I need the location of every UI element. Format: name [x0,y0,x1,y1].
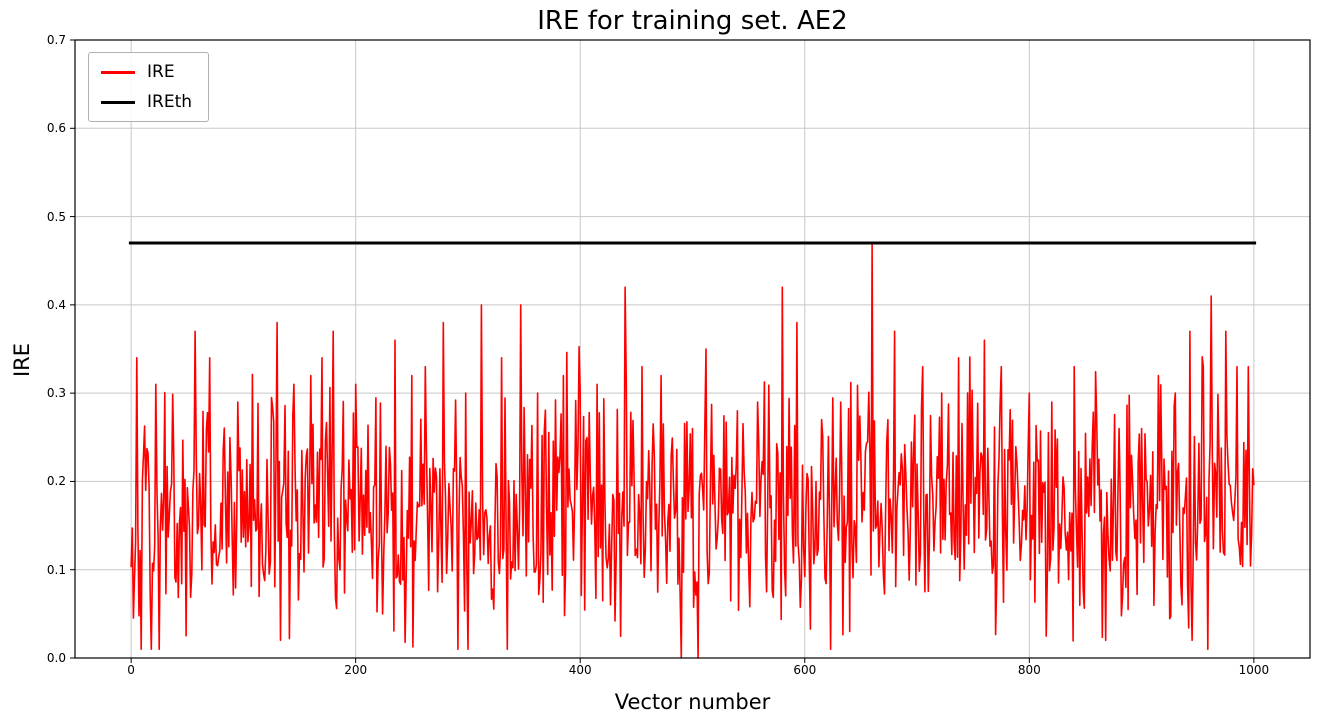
y-tick-label: 0.7 [46,33,66,47]
y-tick-label: 0.5 [46,209,66,224]
y-tick-label: 0.4 [46,297,66,312]
legend-label: IRE [147,62,175,82]
legend-entry: IREth [101,92,192,112]
x-tick-label: 800 [1017,663,1041,677]
legend-line-sample [101,100,135,104]
x-tick-label: 0 [127,663,135,677]
x-tick-label: 400 [568,663,592,677]
x-axis-label: Vector number [614,690,771,714]
plot-area [70,39,1311,663]
y-tick-label: 0.6 [46,121,66,136]
x-tick-label: 200 [344,663,368,677]
chart-title: IRE for training set. AE2 [537,6,848,36]
y-tick-label: 0.3 [46,386,66,401]
x-tick-label: 600 [793,663,817,677]
legend-line-sample [101,70,135,74]
plot-svg [70,39,1311,663]
y-axis-label: IRE [10,342,34,378]
y-tick-label: 0.0 [46,651,66,665]
legend-label: IREth [147,92,193,112]
x-tick-label: 1000 [1238,663,1270,677]
y-tick-label: 0.2 [46,474,66,489]
y-tick-label: 0.1 [46,562,66,577]
legend-entry: IRE [101,62,192,82]
legend: IRE IREth [88,52,210,122]
